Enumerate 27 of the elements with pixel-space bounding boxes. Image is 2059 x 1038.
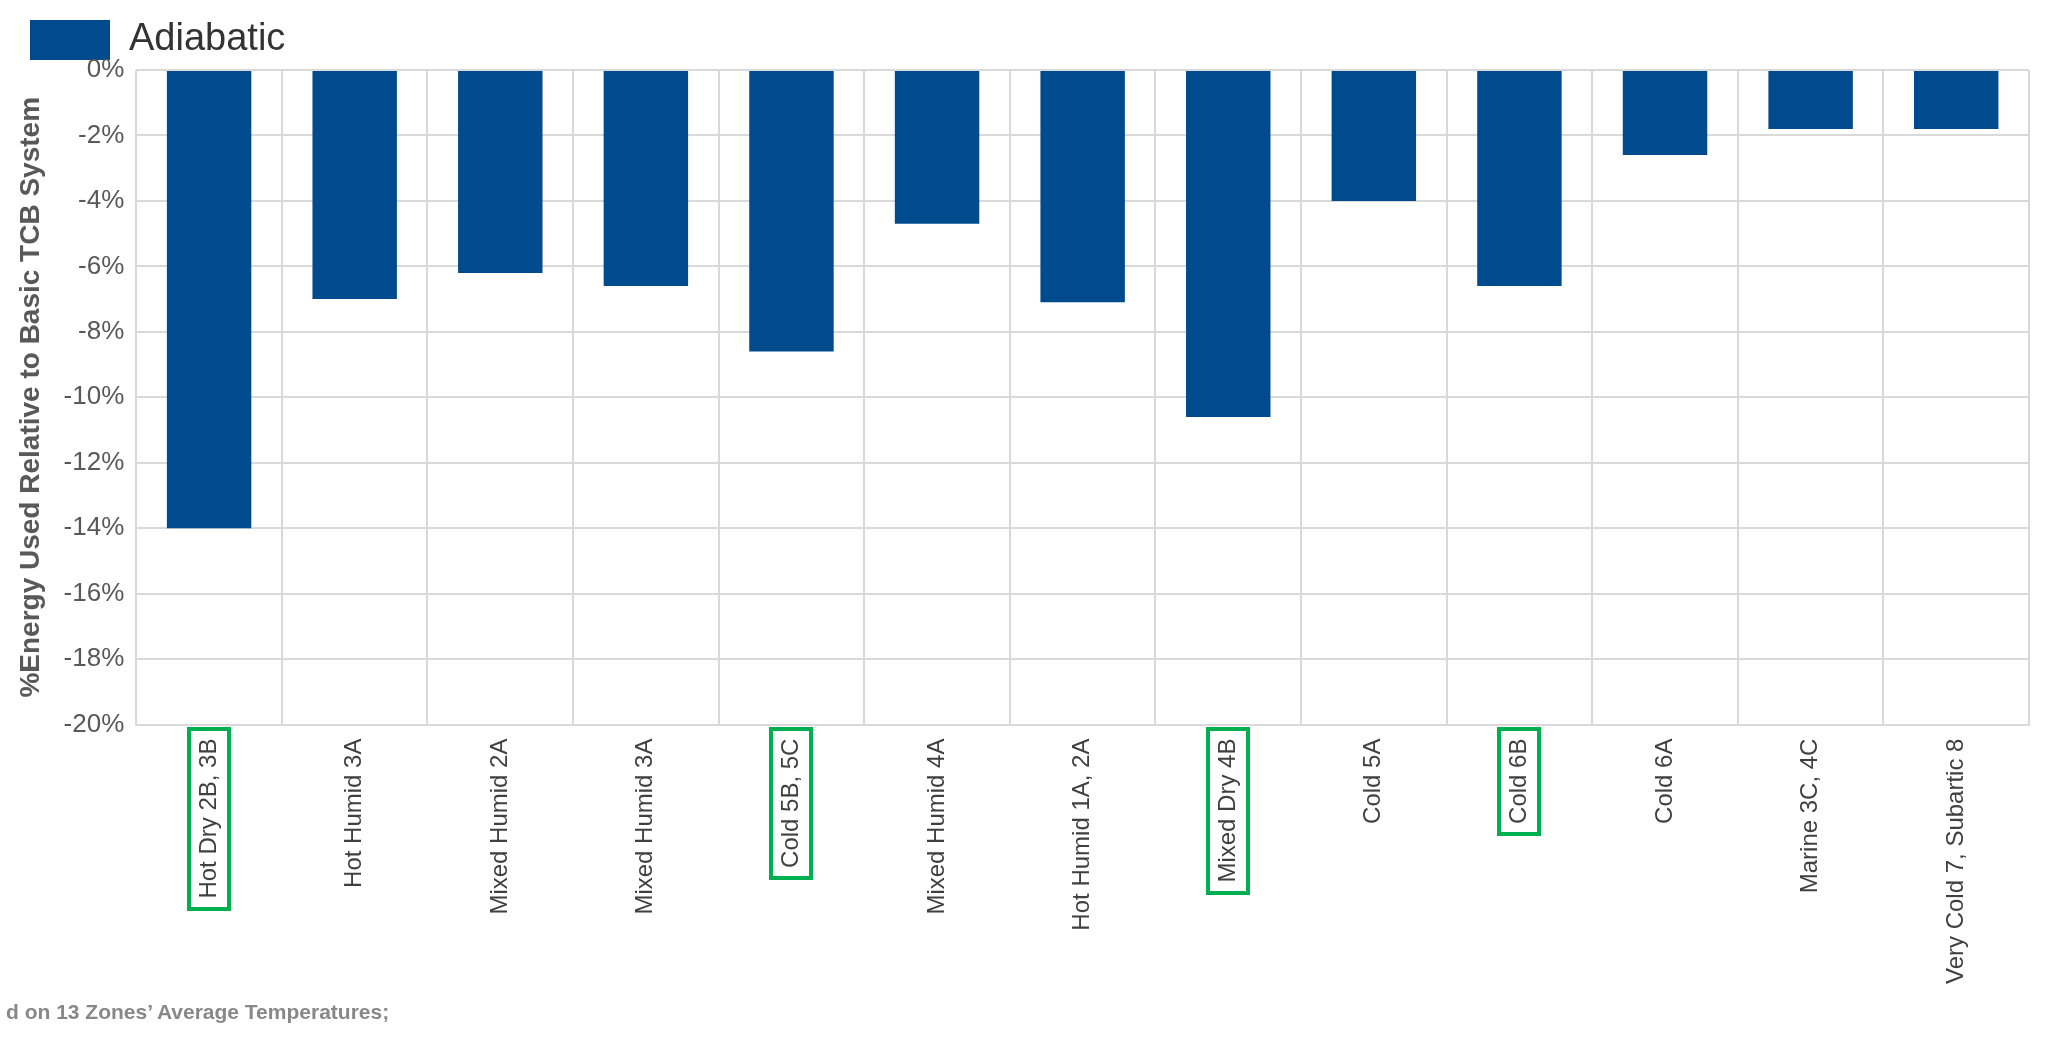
legend-label: Adiabatic [129, 16, 286, 59]
x-tick-label: Hot Humid 3A [339, 738, 367, 888]
y-axis-title: %Energy Used Relative to Basic TCB System [13, 96, 45, 698]
x-tick-label: Hot Humid 1A, 2A [1067, 738, 1095, 931]
x-tick-label: Cold 6B [1504, 738, 1532, 824]
y-tick-label: 0% [86, 53, 125, 84]
y-tick-label: -12% [63, 445, 125, 476]
x-tick-label: Mixed Humid 3A [630, 738, 658, 915]
y-tick-label: -14% [63, 511, 125, 542]
x-tick-label: Hot Dry 2B, 3B [193, 738, 221, 899]
x-tick-label: Mixed Dry 4B [1212, 738, 1240, 883]
x-tick-label: Cold 5B, 5C [776, 738, 804, 868]
text: d on 13 Zones’ Average Temperatures; [6, 1000, 390, 1024]
y-tick-label: -6% [78, 249, 125, 280]
y-tick-label: -4% [78, 184, 125, 215]
x-tick-label: Cold 5A [1358, 738, 1386, 824]
y-tick-label: -2% [78, 118, 125, 149]
y-tick-label: -10% [63, 380, 125, 411]
y-tick-label: -18% [63, 642, 125, 673]
x-tick-label: Mixed Humid 2A [484, 738, 512, 915]
y-tick-label: -20% [63, 707, 125, 738]
x-tick-label: Very Cold 7, Subartic 8 [1940, 738, 1968, 985]
x-tick-label: Cold 6A [1649, 738, 1677, 824]
y-tick-label: -16% [63, 576, 125, 607]
x-tick-label: Marine 3C, 4C [1795, 738, 1823, 894]
y-tick-label: -8% [78, 314, 125, 345]
x-tick-label: Mixed Humid 4A [921, 738, 949, 915]
